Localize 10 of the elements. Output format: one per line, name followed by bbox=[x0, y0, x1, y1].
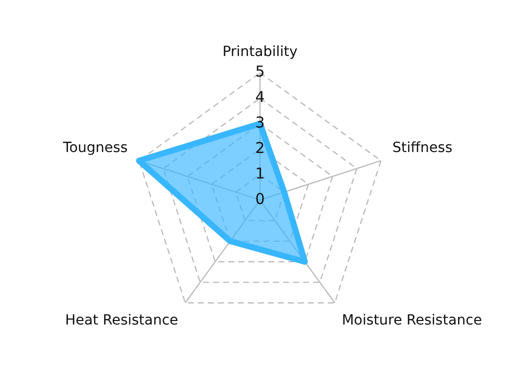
spoke-label: Moisture Resistance bbox=[342, 312, 482, 329]
spoke-label: Printability bbox=[222, 44, 298, 60]
y-tick-label: 4 bbox=[255, 88, 265, 106]
y-tick-label: 2 bbox=[255, 139, 265, 158]
spoke-label: Tougness bbox=[62, 140, 128, 156]
y-tick-label: 0 bbox=[255, 190, 265, 208]
spoke-label: Stiffness bbox=[392, 140, 452, 156]
y-tick-label: 1 bbox=[255, 164, 265, 182]
spoke-label: Heat Resistance bbox=[65, 312, 178, 329]
y-tick-label: 5 bbox=[255, 62, 265, 81]
